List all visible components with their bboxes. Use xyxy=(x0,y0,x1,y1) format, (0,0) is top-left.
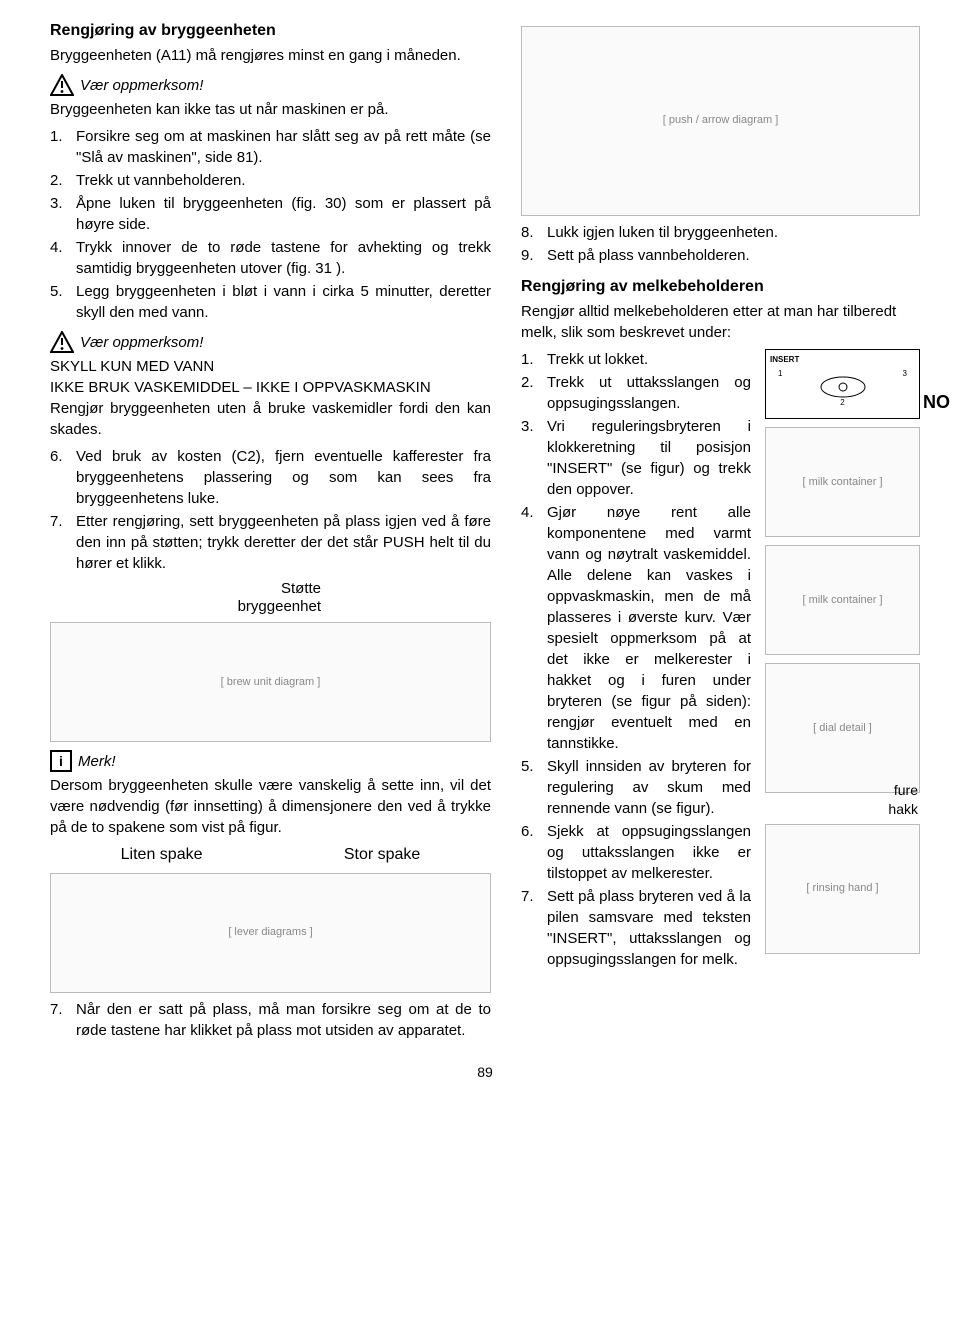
figure-brew-unit: [ brew unit diagram ] xyxy=(50,622,491,742)
warning-upper-2: IKKE BRUK VASKEMIDDEL – IKKE I OPPVASKMA… xyxy=(50,377,491,398)
list-item: Etter rengjøring, sett bryggeenheten på … xyxy=(50,511,491,574)
figure-labels: Støtte bryggeenhet xyxy=(50,580,491,616)
intro-text-2: Rengjør alltid melkebeholderen etter at … xyxy=(521,301,920,343)
warning-label: Vær oppmerksom! xyxy=(80,332,203,353)
list-item: Skyll innsiden av bryteren for regulerin… xyxy=(521,756,751,819)
figure-insert-dial: INSERT 1 3 2 xyxy=(765,349,920,419)
large-lever-label: Stor spake xyxy=(344,844,420,866)
list-item: Åpne luken til bryggeenheten (fig. 30) s… xyxy=(50,193,491,235)
side-figures: INSERT 1 3 2 [ milk container ] [ milk c… xyxy=(765,349,920,961)
info-label: Merk! xyxy=(78,751,116,772)
list-item: Trekk ut uttaksslangen og oppsugingsslan… xyxy=(521,372,751,414)
page-number: 89 xyxy=(50,1063,920,1083)
lever-labels: Liten spake Stor spake xyxy=(50,844,491,866)
warning-text: Bryggeenheten kan ikke tas ut når maskin… xyxy=(50,99,491,120)
list-item: Sjekk at oppsugingsslangen og uttaksslan… xyxy=(521,821,751,884)
figure-milk-2: [ milk container ] xyxy=(765,545,920,655)
insert-label: INSERT xyxy=(770,355,799,364)
list-item: Sett på plass vannbeholderen. xyxy=(521,245,920,266)
figure-milk-3: [ dial detail ] xyxy=(765,663,920,793)
section-heading: Rengjøring av bryggeenheten xyxy=(50,20,491,42)
list-item: Når den er satt på plass, må man forsikr… xyxy=(50,999,491,1041)
warning-triangle-icon xyxy=(50,331,74,353)
list-item: Vri reguleringsbryteren i klokkeretning … xyxy=(521,416,751,500)
figure-rinse: [ rinsing hand ] xyxy=(765,824,920,954)
list-item: Trekk ut lokket. xyxy=(521,349,751,370)
figure-milk-1: [ milk container ] xyxy=(765,427,920,537)
info-icon: i xyxy=(50,750,72,772)
list-item: Gjør nøye rent alle komponentene med var… xyxy=(521,502,751,754)
groove-labels: fure hakk xyxy=(765,781,920,817)
steps-list-cont: Lukk igjen luken til bryggeenheten.Sett … xyxy=(521,222,920,266)
list-item: Legg bryggeenheten i bløt i vann i cirka… xyxy=(50,281,491,323)
small-lever-label: Liten spake xyxy=(121,844,203,866)
dial-icon xyxy=(818,372,868,402)
warning-triangle-icon xyxy=(50,74,74,96)
right-column: NO [ push / arrow diagram ] Lukk igjen l… xyxy=(521,20,920,1043)
warning-row: Vær oppmerksom! xyxy=(50,74,491,96)
fure-label: fure xyxy=(765,781,918,799)
manual-page: Rengjøring av bryggeenheten Bryggeenhete… xyxy=(50,20,920,1043)
info-row: i Merk! xyxy=(50,750,491,772)
list-item: Sett på plass bryteren ved å la pilen sa… xyxy=(521,886,751,970)
list-item: Lukk igjen luken til bryggeenheten. xyxy=(521,222,920,243)
label-stotte: Støtte xyxy=(50,580,321,598)
figure-levers: [ lever diagrams ] xyxy=(50,873,491,993)
intro-text: Bryggeenheten (A11) må rengjøres minst e… xyxy=(50,45,491,66)
warning-upper-1: SKYLL KUN MED VANN xyxy=(50,356,491,377)
left-column: Rengjøring av bryggeenheten Bryggeenhete… xyxy=(50,20,491,1043)
hakk-label: hakk xyxy=(765,800,918,818)
list-item: Trykk innover de to røde tastene for avh… xyxy=(50,237,491,279)
list-item: Forsikre seg om at maskinen har slått se… xyxy=(50,126,491,168)
warning-row: Vær oppmerksom! xyxy=(50,331,491,353)
label-bryggeenhet: bryggeenhet xyxy=(50,598,321,616)
section-heading-2: Rengjøring av melkebeholderen xyxy=(521,276,920,298)
language-tag: NO xyxy=(923,390,950,415)
list-item: Trekk ut vannbeholderen. xyxy=(50,170,491,191)
warning-label: Vær oppmerksom! xyxy=(80,75,203,96)
steps-list-4: Trekk ut lokket.Trekk ut uttaksslangen o… xyxy=(521,349,751,970)
steps-list-1: Forsikre seg om at maskinen har slått se… xyxy=(50,126,491,323)
figure-push-arrows: [ push / arrow diagram ] xyxy=(521,26,920,216)
steps-list-2: Ved bruk av kosten (C2), fjern eventuell… xyxy=(50,446,491,574)
info-text: Dersom bryggeenheten skulle være vanskel… xyxy=(50,775,491,838)
steps-list-3: Når den er satt på plass, må man forsikr… xyxy=(50,999,491,1041)
list-item: Ved bruk av kosten (C2), fjern eventuell… xyxy=(50,446,491,509)
warning-text: Rengjør bryggeenheten uten å bruke vaske… xyxy=(50,398,491,440)
